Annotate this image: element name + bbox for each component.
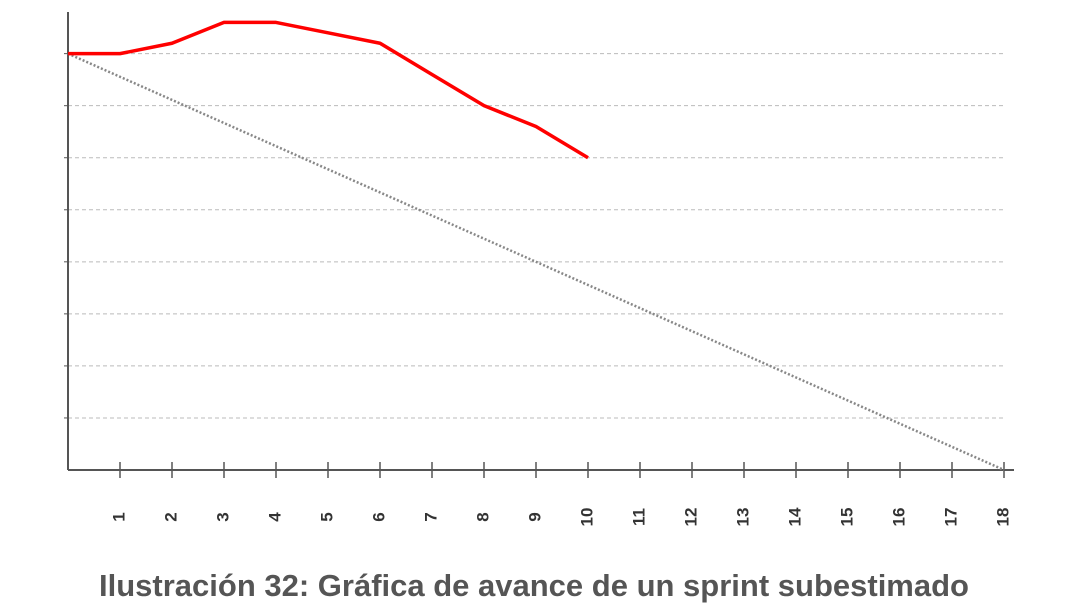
x-tick-label: 13 [733,508,752,527]
chart-title: Ilustración 32: Gráfica de avance de un … [99,568,969,603]
x-tick-label: 7 [421,512,440,521]
x-tick-label: 11 [629,508,648,526]
x-tick-label: 17 [941,508,960,527]
line-series [68,20,589,160]
x-tick-label: 6 [369,512,388,521]
x-tick-label: 16 [889,508,908,527]
x-tick-label: 14 [785,507,804,526]
x-tick-label: 12 [681,508,700,527]
x-tick-label: 8 [473,512,492,521]
x-tick-label: 1 [109,512,128,521]
x-tick-label: 9 [525,512,544,521]
x-tick-label: 15 [837,508,856,527]
x-tick-label: 10 [577,508,596,527]
x-tick-label: 3 [213,512,232,521]
x-tick-label: 4 [265,512,284,522]
x-tick-label: 5 [317,512,336,521]
x-tick-label: 18 [993,508,1012,527]
x-tick-label: 2 [161,512,180,521]
line-series [67,52,1005,472]
